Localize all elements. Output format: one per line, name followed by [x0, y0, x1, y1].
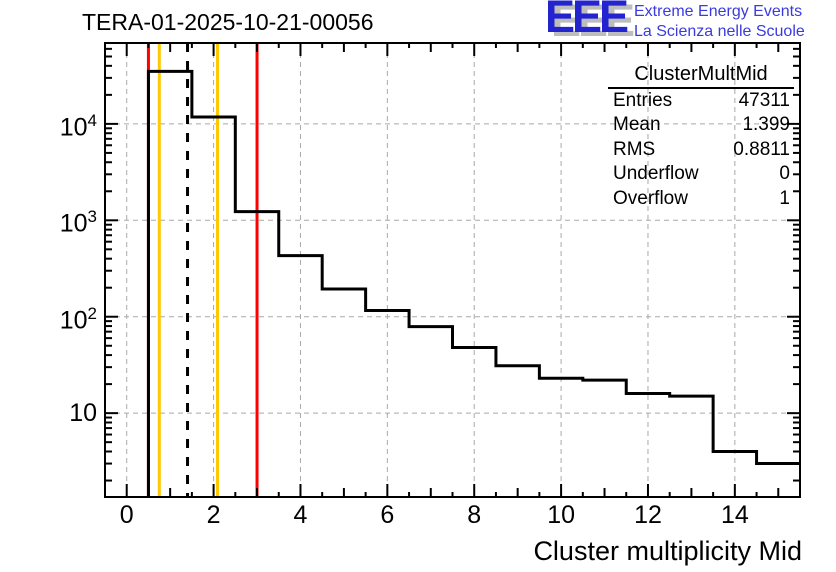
stats-row-rms: RMS 0.8811 — [608, 138, 794, 162]
x-tick-label-0: 0 — [119, 501, 134, 529]
histogram-step — [146, 69, 800, 497]
y-tick-label-1e1: 10 — [69, 399, 97, 428]
stats-box: ClusterMultMid Entries 47311 Mean 1.399 … — [608, 62, 794, 211]
x-tick-label-8: 8 — [467, 501, 482, 529]
page-title: TERA-01-2025-10-21-00056 — [82, 9, 374, 35]
x-tick-label-2: 2 — [206, 501, 221, 529]
eee-logo-acronym: EEE — [545, 0, 629, 42]
stats-label: Mean — [613, 114, 661, 136]
x-tick-label-4: 4 — [293, 501, 308, 529]
stats-value: 1.399 — [742, 114, 790, 136]
stats-row-overflow: Overflow 1 — [608, 187, 794, 211]
stats-row-underflow: Underflow 0 — [608, 162, 794, 186]
stats-label: RMS — [613, 138, 656, 160]
stats-row-entries: Entries 47311 — [608, 89, 794, 113]
stats-value: 47311 — [738, 90, 790, 111]
eee-logo-line1: Extreme Energy Events — [634, 3, 803, 20]
x-tick-label-14: 14 — [720, 501, 749, 529]
x-tick-label-12: 12 — [634, 501, 662, 529]
stats-value: 0.8811 — [733, 138, 790, 160]
stats-box-underline — [608, 87, 794, 89]
y-tick-label-1e2: 102 — [59, 303, 97, 335]
x-axis-title: Cluster multiplicity Mid — [533, 536, 802, 566]
x-tick-label-10: 10 — [547, 501, 575, 529]
stats-value: 0 — [779, 163, 790, 185]
y-tick-label-1e4: 104 — [59, 110, 97, 142]
y-tick-label-1e3: 103 — [59, 207, 97, 238]
eee-logo-line2: La Scienza nelle Scuole — [634, 23, 805, 40]
stats-label: Overflow — [613, 187, 688, 209]
stats-box-title: ClusterMultMid — [634, 63, 768, 85]
x-tick-label-6: 6 — [380, 501, 395, 529]
stats-row-mean: Mean 1.399 — [608, 113, 794, 137]
stats-value: 1 — [779, 187, 790, 209]
stats-label: Underflow — [613, 163, 699, 185]
plot-frame — [104, 42, 801, 498]
stats-label: Entries — [613, 90, 673, 111]
